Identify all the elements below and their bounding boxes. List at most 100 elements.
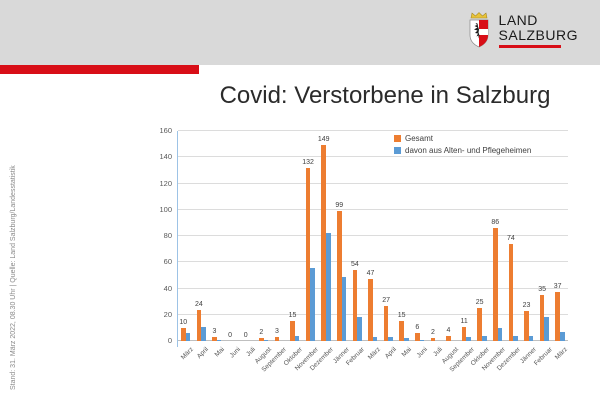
y-axis-tick-label: 20 xyxy=(163,309,172,319)
y-axis-tick-label: 140 xyxy=(159,152,172,162)
bar-pflegeheime-14 xyxy=(404,338,409,341)
bar-pflegeheime-22 xyxy=(528,335,534,341)
y-axis-tick-label: 100 xyxy=(159,204,172,214)
y-axis-tick-label: 80 xyxy=(163,231,172,240)
salzburg-coat-of-arms-icon xyxy=(469,12,488,48)
bar-gesamt-16 xyxy=(430,338,436,341)
data-label: 15 xyxy=(288,312,297,320)
legend-item: Gesamt xyxy=(394,134,531,143)
y-gridline xyxy=(178,261,568,263)
bar-pflegeheime-15 xyxy=(419,339,425,341)
data-label: 23 xyxy=(522,301,531,309)
header-accent-bar xyxy=(0,65,199,74)
bar-gesamt-11 xyxy=(352,270,358,341)
bar-gesamt-20 xyxy=(493,228,498,341)
y-gridline xyxy=(178,182,568,184)
bar-gesamt-0 xyxy=(181,327,186,341)
bar-gesamt-24 xyxy=(555,292,560,341)
bar-pflegeheime-10 xyxy=(341,276,347,341)
logo-wordmark: LAND SALZBURG xyxy=(498,11,578,48)
bar-gesamt-19 xyxy=(477,308,482,341)
logo-underline xyxy=(498,45,561,48)
bar-gesamt-7 xyxy=(290,321,295,341)
bar-gesamt-18 xyxy=(461,326,467,341)
bar-gesamt-9 xyxy=(321,145,326,341)
data-label: 3 xyxy=(212,328,217,336)
source-caption: Stand: 31. März 2022, 08.30 Uhr | Quelle… xyxy=(10,165,17,390)
data-label: 2 xyxy=(259,329,264,337)
data-label: 2 xyxy=(430,329,435,337)
data-label: 10 xyxy=(179,318,188,326)
legend-swatch-icon xyxy=(394,135,401,142)
y-axis-tick-label: 60 xyxy=(163,257,172,267)
bar-pflegeheime-9 xyxy=(326,233,331,341)
logo-line2: SALZBURG xyxy=(498,27,578,43)
chart-legend: Gesamt davon aus Alten- und Pflegeheimen xyxy=(394,134,531,158)
legend-swatch-icon xyxy=(394,147,401,154)
bar-pflegeheime-19 xyxy=(482,335,487,341)
y-axis-tick-label: 0 xyxy=(167,336,172,345)
legend-item: davon aus Alten- und Pflegeheimen xyxy=(394,146,531,155)
y-axis-line xyxy=(177,131,178,348)
y-gridline xyxy=(178,156,568,158)
bar-pflegeheime-13 xyxy=(388,337,393,341)
data-label: 99 xyxy=(335,202,344,210)
y-gridline xyxy=(178,130,568,131)
bar-pflegeheime-21 xyxy=(513,335,518,341)
bar-gesamt-21 xyxy=(508,243,514,341)
bar-pflegeheime-1 xyxy=(201,326,206,341)
bar-gesamt-8 xyxy=(305,167,311,341)
data-label: 132 xyxy=(302,158,314,166)
bar-gesamt-10 xyxy=(337,211,342,341)
data-label: 24 xyxy=(194,300,203,308)
y-gridline xyxy=(178,208,568,210)
data-label: 47 xyxy=(366,270,375,278)
y-gridline xyxy=(178,313,568,315)
bar-pflegeheime-18 xyxy=(466,337,471,341)
data-label: 0 xyxy=(228,332,233,339)
bar-pflegeheime-0 xyxy=(185,333,191,341)
data-label: 4 xyxy=(446,326,451,334)
bar-pflegeheime-8 xyxy=(310,267,315,341)
bar-gesamt-14 xyxy=(399,321,404,341)
data-label: 15 xyxy=(397,312,406,320)
bar-gesamt-12 xyxy=(368,279,373,341)
data-label: 0 xyxy=(243,332,248,339)
legend-label: Gesamt xyxy=(405,134,434,143)
bar-chart-plot-area: Gesamt davon aus Alten- und Pflegeheimen … xyxy=(159,126,569,373)
bar-gesamt-2 xyxy=(212,337,217,341)
bar-gesamt-15 xyxy=(415,333,420,341)
y-axis-tick-label: 160 xyxy=(159,126,172,135)
bar-pflegeheime-24 xyxy=(560,331,565,341)
data-label: 11 xyxy=(460,317,468,325)
bar-gesamt-23 xyxy=(539,295,545,341)
y-axis-tick-label: 120 xyxy=(159,178,172,188)
data-label: 25 xyxy=(475,299,484,307)
data-label: 6 xyxy=(415,324,420,332)
data-label: 3 xyxy=(274,328,279,336)
bar-gesamt-13 xyxy=(383,305,389,341)
chart-title: Covid: Verstorbene in Salzburg xyxy=(219,82,551,109)
bar-pflegeheime-7 xyxy=(294,335,300,341)
bar-gesamt-5 xyxy=(259,338,264,341)
y-axis-tick-label: 40 xyxy=(163,283,172,293)
bar-gesamt-1 xyxy=(196,309,202,341)
bar-gesamt-6 xyxy=(274,337,280,341)
header-banner xyxy=(0,0,600,65)
data-label: 54 xyxy=(350,261,359,269)
bar-pflegeheime-20 xyxy=(497,327,503,341)
bar-pflegeheime-11 xyxy=(357,317,362,341)
bar-gesamt-22 xyxy=(524,310,529,341)
y-gridline xyxy=(178,287,568,289)
data-label: 149 xyxy=(317,136,330,144)
data-label: 86 xyxy=(491,219,500,227)
bar-gesamt-17 xyxy=(446,335,451,341)
bar-pflegeheime-2 xyxy=(216,339,222,341)
land-salzburg-logo: LAND SALZBURG xyxy=(466,11,578,49)
legend-label: davon aus Alten- und Pflegeheimen xyxy=(405,146,532,155)
bar-pflegeheime-12 xyxy=(372,337,378,341)
logo-line1: LAND xyxy=(498,12,538,28)
data-label: 35 xyxy=(538,286,546,294)
data-label: 37 xyxy=(553,283,562,291)
